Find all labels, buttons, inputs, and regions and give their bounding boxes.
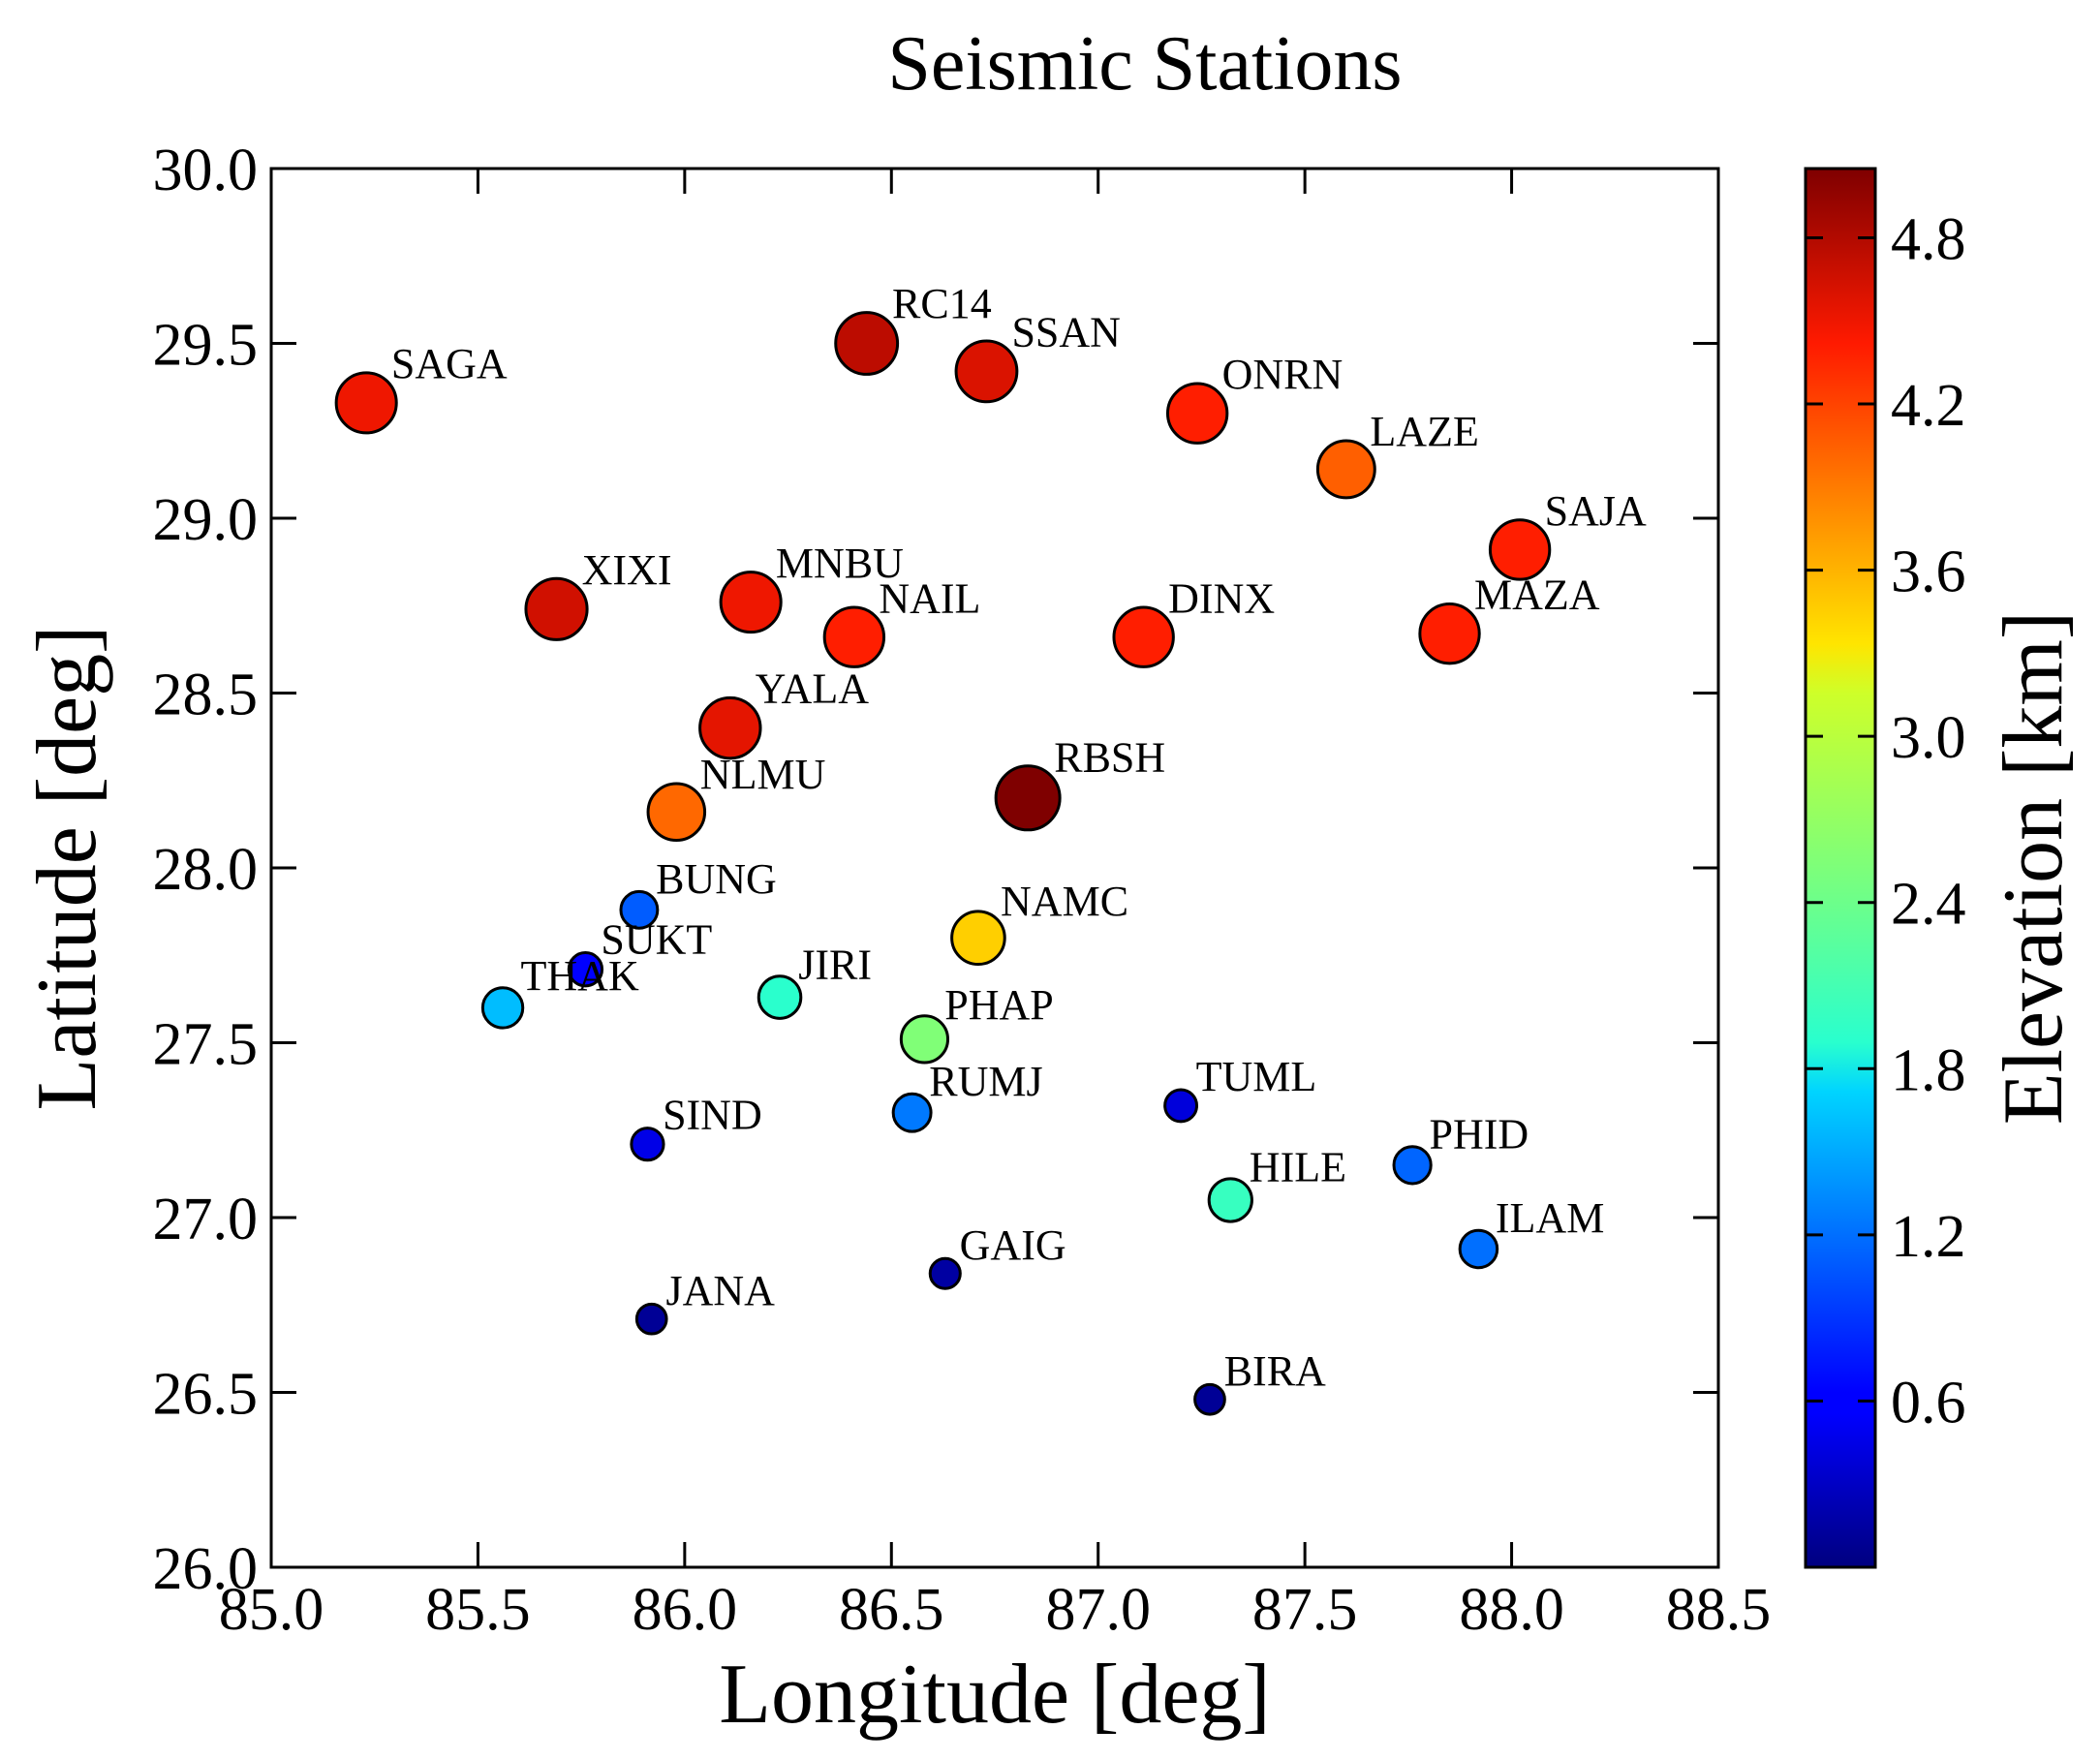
station-label-ilam: ILAM xyxy=(1496,1194,1604,1242)
station-label-ssan: SSAN xyxy=(1011,308,1121,355)
colorbar-tick-label: 1.2 xyxy=(1891,1204,1966,1270)
station-label-yala: YALA xyxy=(756,665,870,713)
colorbar: 0.6 1.2 1.8 2.4 3.0 3.6 4.2 4.8 Elevation [km] xyxy=(1804,167,2081,1569)
station-marker-maza xyxy=(1418,602,1481,665)
station-labels: RBSH RC14 XIXI SSAN YALA SAGA MNBU ONRN SAJA NAIL… xyxy=(391,280,1647,1395)
station-marker-jana xyxy=(634,1302,668,1336)
x-tick-label: 85.5 xyxy=(425,1577,531,1643)
y-tick-label: 28.5 xyxy=(153,663,259,728)
colorbar-tick-label: 1.8 xyxy=(1891,1037,1966,1103)
plot-area: 85.0 85.5 86.0 86.5 87.0 87.5 88.0 88.5 26.026.… xyxy=(153,138,1772,1643)
station-label-nail: NAIL xyxy=(879,574,980,622)
station-marker-onrn xyxy=(1165,382,1229,445)
station-label-jana: JANA xyxy=(665,1267,775,1314)
station-marker-dinx xyxy=(1112,605,1175,668)
x-tick-label: 87.0 xyxy=(1045,1577,1151,1643)
station-marker-gaig xyxy=(928,1256,962,1290)
y-tick-label: 26.0 xyxy=(153,1536,259,1602)
station-label-dinx: DINX xyxy=(1168,574,1275,622)
station-marker-bung xyxy=(619,889,660,930)
station-label-sind: SIND xyxy=(663,1092,762,1139)
station-label-gaig: GAIG xyxy=(960,1221,1066,1269)
station-marker-sind xyxy=(630,1127,665,1162)
station-marker-phap xyxy=(899,1014,950,1065)
station-marker-saga xyxy=(334,371,398,435)
station-label-tuml: TUML xyxy=(1196,1053,1317,1100)
colorbar-tick-label: 4.8 xyxy=(1891,206,1966,272)
station-marker-nail xyxy=(822,605,886,668)
y-axis-label: Latitude [deg] xyxy=(20,626,114,1111)
station-label-mnbu: MNBU xyxy=(776,540,904,587)
station-label-jiri: JIRI xyxy=(798,941,872,988)
station-label-laze: LAZE xyxy=(1370,408,1478,455)
station-marker-ilam xyxy=(1458,1228,1499,1270)
station-markers xyxy=(334,311,1552,1416)
x-axis-label: Longitude [deg] xyxy=(719,1648,1270,1742)
y-tick-label: 27.0 xyxy=(153,1187,259,1252)
station-label-hile: HILE xyxy=(1250,1143,1346,1190)
station-marker-thak xyxy=(480,986,525,1030)
station-label-maza: MAZA xyxy=(1474,571,1600,619)
colorbar-tick-label: 3.6 xyxy=(1891,540,1966,605)
station-label-rc14: RC14 xyxy=(892,280,992,327)
station-label-thak: THAK xyxy=(521,952,639,1000)
colorbar-tick-label: 4.2 xyxy=(1891,373,1966,439)
station-marker-nlmu xyxy=(646,782,707,842)
station-label-phid: PHID xyxy=(1429,1110,1529,1158)
x-tick-label: 85.0 xyxy=(219,1577,324,1643)
station-marker-laze xyxy=(1315,439,1376,500)
station-marker-rbsh xyxy=(994,764,1062,832)
colorbar-gradient xyxy=(1804,167,1877,1569)
colorbar-label: Elevation [km] xyxy=(1987,611,2081,1125)
y-tick-label: 29.0 xyxy=(153,487,259,553)
station-marker-xixi xyxy=(524,576,589,641)
y-tick-label: 27.5 xyxy=(153,1012,259,1078)
station-marker-rc14 xyxy=(834,311,900,376)
colorbar-ticks: 0.6 1.2 1.8 2.4 3.0 3.6 4.2 4.8 xyxy=(1806,206,1966,1436)
station-marker-yala xyxy=(698,695,762,760)
station-label-namc: NAMC xyxy=(1001,878,1128,925)
station-marker-phid xyxy=(1392,1145,1433,1186)
station-marker-saja xyxy=(1488,518,1552,581)
chart-title: Seismic Stations xyxy=(887,21,1402,107)
station-marker-bira xyxy=(1193,1382,1226,1416)
colorbar-tick-label: 0.6 xyxy=(1891,1370,1966,1436)
colorbar-tick-label: 2.4 xyxy=(1891,872,1966,938)
station-marker-jiri xyxy=(757,974,803,1020)
station-label-onrn: ONRN xyxy=(1222,351,1343,398)
y-tick-label: 29.5 xyxy=(153,313,259,379)
x-tick-label: 88.0 xyxy=(1459,1577,1564,1643)
station-label-saja: SAJA xyxy=(1545,487,1647,535)
colorbar-tick-label: 3.0 xyxy=(1891,705,1966,771)
station-marker-sukt xyxy=(567,951,604,988)
x-tick-label: 88.5 xyxy=(1666,1577,1772,1643)
station-marker-mnbu xyxy=(719,571,783,634)
station-label-rbsh: RBSH xyxy=(1054,734,1165,782)
station-label-rumj: RUMJ xyxy=(929,1058,1042,1105)
station-marker-ssan xyxy=(954,339,1019,404)
x-tick-label: 87.5 xyxy=(1252,1577,1358,1643)
x-tick-label: 86.5 xyxy=(839,1577,944,1643)
station-marker-namc xyxy=(950,910,1006,966)
station-label-phap: PHAP xyxy=(944,981,1053,1029)
y-axis-ticks: 26.0 26.5 27.0 27.5 28.0 28.5 29.0 29.5 30.0 xyxy=(153,138,1718,1602)
x-axis-ticks: 85.0 85.5 86.0 86.5 87.0 87.5 88.0 88.5 xyxy=(219,169,1772,1643)
y-tick-label: 30.0 xyxy=(153,138,259,203)
station-marker-hile xyxy=(1207,1177,1253,1223)
x-tick-label: 86.0 xyxy=(633,1577,738,1643)
station-marker-rumj xyxy=(891,1092,933,1133)
station-label-nlmu: NLMU xyxy=(700,751,826,798)
station-label-bung: BUNG xyxy=(656,855,777,903)
y-tick-label: 28.0 xyxy=(153,837,259,903)
station-label-xixi: XIXI xyxy=(582,546,672,594)
station-marker-tuml xyxy=(1163,1088,1199,1124)
y-tick-label: 26.5 xyxy=(153,1362,259,1428)
station-label-bira: BIRA xyxy=(1224,1347,1326,1395)
station-label-saga: SAGA xyxy=(391,340,508,387)
station-label-sukt: SUKT xyxy=(601,916,712,964)
